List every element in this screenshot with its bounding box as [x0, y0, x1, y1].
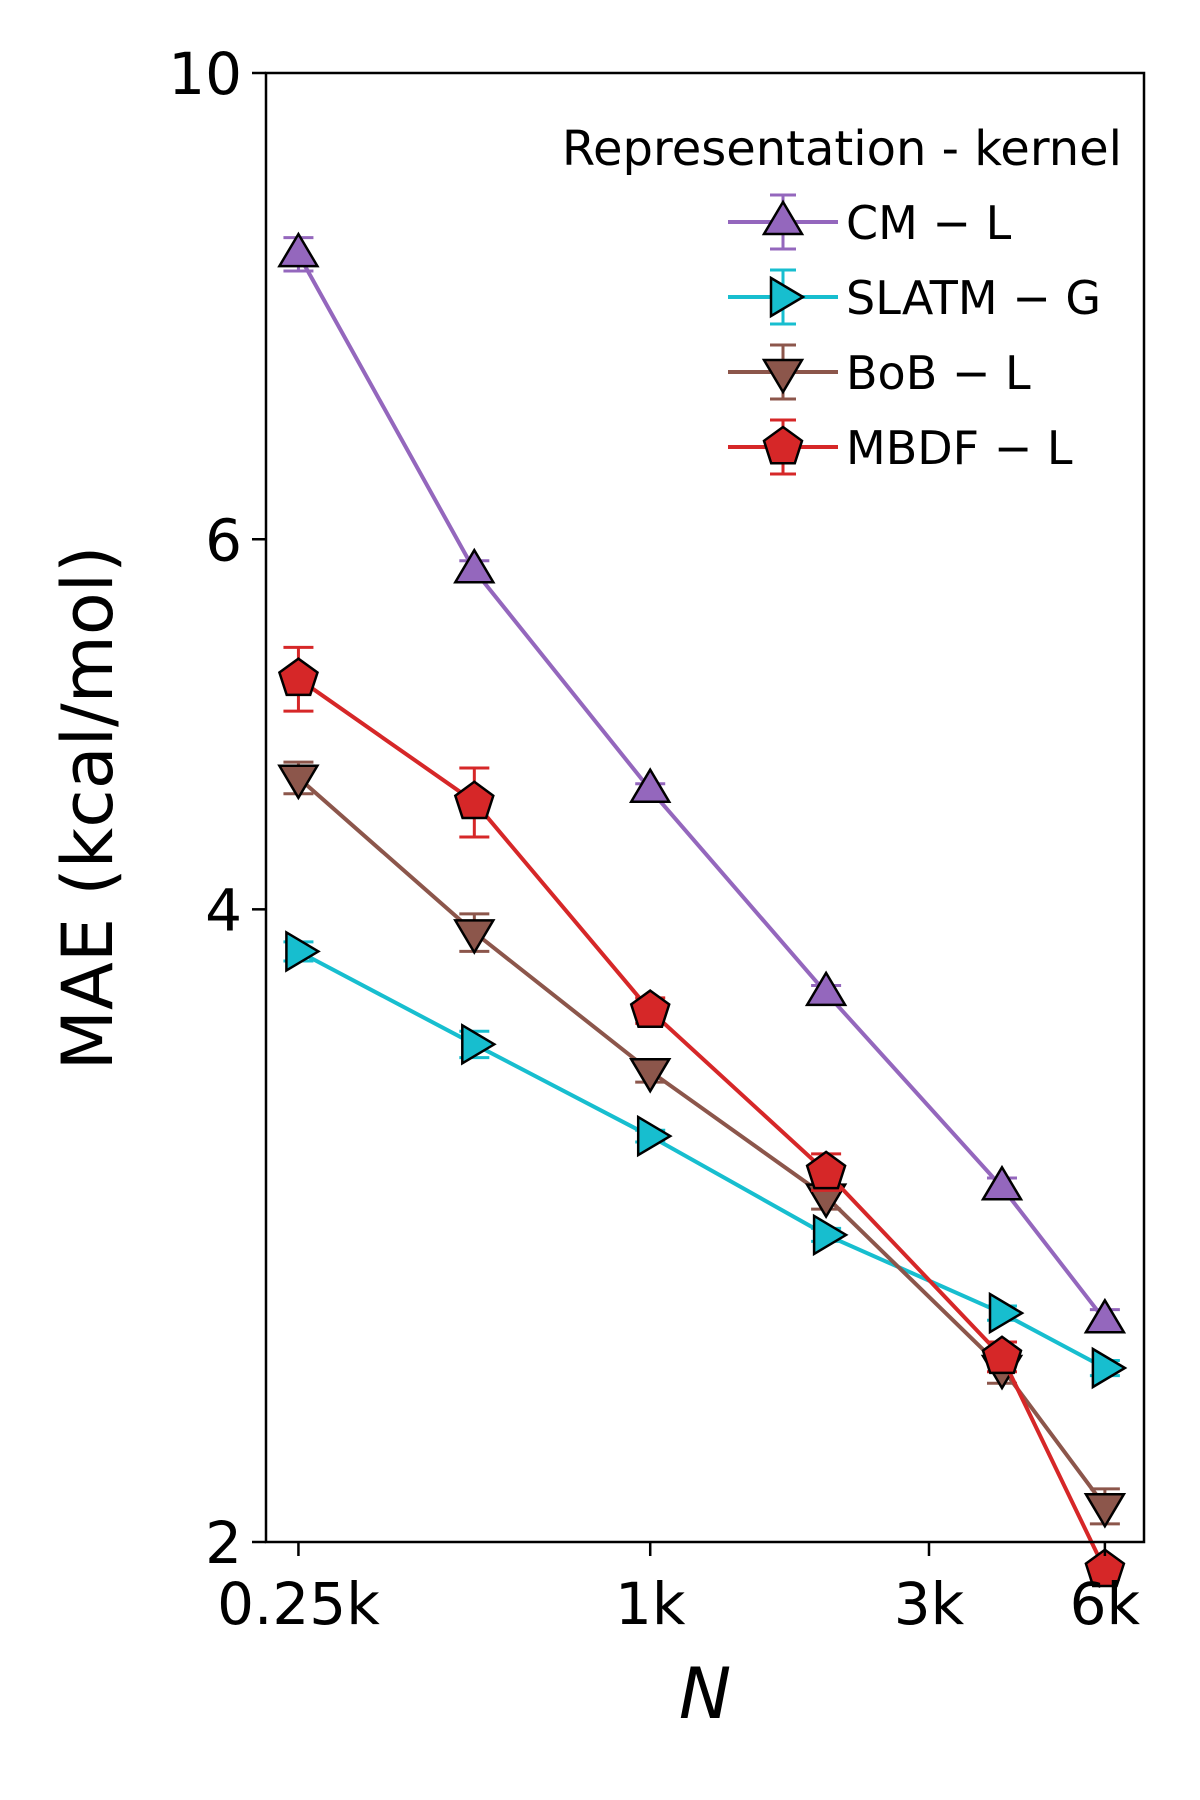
y-axis-label: MAE (kcal/mol) — [47, 546, 129, 1071]
data-point — [277, 764, 320, 801]
legend-label: SLATM − G — [846, 271, 1101, 325]
data-point — [981, 1335, 1023, 1375]
x-tick-label: 1k — [615, 1570, 686, 1638]
data-point — [805, 1150, 847, 1190]
x-tick-label: 0.25k — [217, 1570, 380, 1638]
x-tick-label: 3k — [894, 1570, 965, 1638]
data-point — [980, 1164, 1024, 1201]
data-point — [1083, 1492, 1127, 1529]
data-point — [988, 1291, 1025, 1335]
plot-frame — [264, 71, 1146, 1544]
legend-item: MBDF − L — [728, 418, 1073, 476]
data-point — [1083, 1297, 1127, 1334]
series-1 — [283, 930, 1128, 1390]
data-point — [453, 780, 495, 820]
data-point — [453, 547, 496, 584]
legend-marker — [761, 199, 805, 236]
legend-item: CM − L — [728, 193, 1012, 251]
data-point — [636, 1114, 673, 1158]
data-point — [812, 1213, 849, 1257]
y-tick-label: 6 — [205, 506, 242, 574]
legend-item: SLATM − G — [728, 268, 1101, 326]
series-2 — [277, 760, 1127, 1529]
series-line — [297, 677, 1107, 1571]
data-point — [804, 970, 848, 1007]
y-tick-label: 4 — [205, 876, 242, 944]
legend-title: Representation - kernel — [562, 121, 1122, 177]
data-point — [1091, 1346, 1128, 1390]
series-line — [297, 776, 1107, 1508]
y-tick-label: 10 — [168, 40, 242, 108]
legend-label: BoB − L — [846, 346, 1031, 400]
x-tick-label: 6k — [1070, 1570, 1141, 1638]
y-tick-label: 2 — [205, 1509, 242, 1577]
data-point — [629, 767, 672, 803]
data-point — [285, 930, 321, 973]
legend-marker — [761, 358, 805, 395]
legend-marker — [769, 275, 806, 319]
data-point — [461, 1023, 497, 1066]
legend: Representation - kernel CM − L SLATM − G B… — [562, 121, 1122, 476]
data-point — [277, 657, 319, 697]
ticks-layer: 0.25k 1k 3k 6k 2 4 6 10 — [168, 40, 1140, 1638]
x-axis-label: N — [679, 1653, 731, 1735]
legend-marker — [762, 425, 804, 465]
series-0 — [277, 231, 1127, 1334]
data-point — [277, 231, 320, 268]
data-point — [629, 1057, 672, 1094]
legend-label: CM − L — [846, 196, 1012, 250]
legend-item: BoB − L — [728, 343, 1031, 401]
data-point — [629, 989, 671, 1029]
series-3 — [277, 645, 1126, 1588]
series-line — [296, 253, 1107, 1322]
series-layer — [277, 231, 1128, 1588]
series-line — [297, 949, 1106, 1370]
data-point — [1084, 1548, 1126, 1588]
legend-label: MBDF − L — [846, 421, 1073, 475]
data-point — [453, 919, 496, 955]
